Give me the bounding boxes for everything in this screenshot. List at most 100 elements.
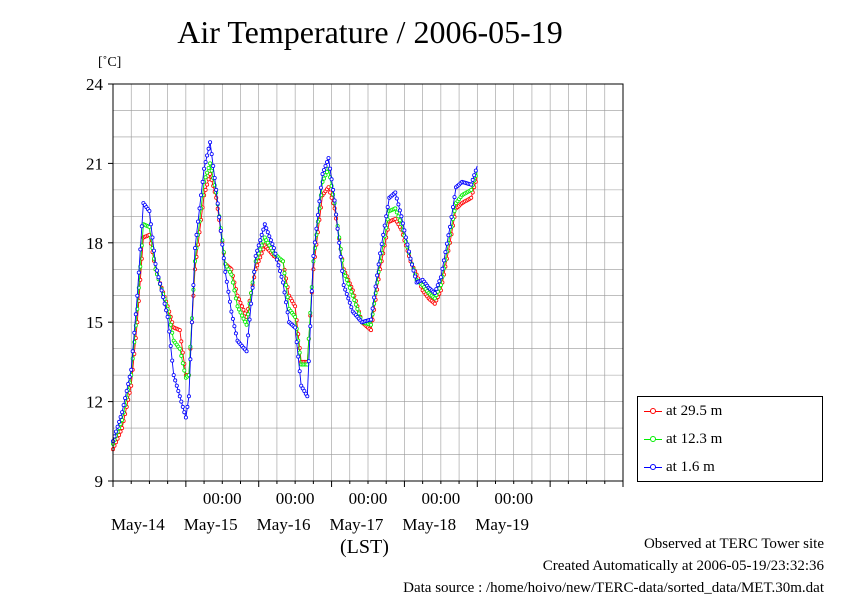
x-day-label: May-15 [184,515,238,534]
data-point [238,300,243,305]
data-point [206,177,211,182]
data-point [373,284,378,289]
data-point [202,166,207,171]
data-point [203,160,208,165]
y-tick-label: 15 [86,313,103,332]
data-point [217,215,222,220]
data-point [400,221,405,226]
data-point [127,374,132,379]
data-point [198,193,203,198]
data-point [293,304,298,309]
data-point [441,258,446,263]
data-point [161,295,166,300]
data-point [229,272,234,277]
data-point [168,343,173,348]
y-tick-label: 18 [86,234,103,253]
data-point [440,266,445,271]
data-point [148,222,153,227]
data-point [239,313,244,318]
data-point [329,195,334,200]
data-point [293,314,298,319]
data-point [256,243,261,248]
data-point [147,208,152,213]
data-point [314,226,319,231]
x-day-label: May-19 [475,515,529,534]
data-point [118,414,123,419]
data-point [129,367,134,372]
legend-label-12m: at 12.3 m [666,430,723,447]
data-point [230,280,235,285]
data-point [258,238,263,243]
data-point [255,263,260,268]
data-point [114,429,119,434]
data-point [124,388,129,393]
data-point [249,301,254,306]
data-point [200,179,205,184]
y-unit-label: [˚C] [98,55,122,70]
data-point [208,140,213,145]
data-point [223,269,228,274]
data-point [129,383,134,388]
data-point [312,240,317,245]
data-point [384,214,389,219]
data-point [194,232,199,237]
data-point [229,309,234,314]
data-point [179,353,184,358]
data-point [315,212,320,217]
data-point [435,283,440,288]
data-point [296,354,301,359]
legend-label-29m: at 29.5 m [666,402,723,419]
data-point [340,268,345,273]
series-layer [111,140,478,452]
x-day-label: May-14 [111,515,165,534]
data-point [218,228,223,233]
data-point [277,268,282,273]
x-tick-label: 00:00 [421,489,460,508]
data-point [350,293,355,298]
data-point [183,415,188,420]
legend-marker-1m [644,462,662,472]
data-point [221,256,226,261]
data-point [368,328,373,333]
data-point [347,285,352,290]
data-point [403,235,408,240]
data-point [232,324,237,329]
data-point [180,361,185,366]
data-point [195,219,200,224]
data-point [192,246,197,251]
data-point [170,358,175,363]
data-point [138,247,143,252]
data-point [318,185,323,190]
data-point [246,312,251,317]
data-point [259,232,264,237]
grid-lines [113,84,623,481]
data-point [209,168,214,173]
data-point [353,302,358,307]
x-tick-label: 00:00 [349,489,388,508]
x-day-label: May-16 [257,515,311,534]
data-point [305,394,310,399]
data-point [205,182,210,187]
data-point [306,359,311,364]
data-point [285,295,290,300]
data-point [191,283,196,288]
data-point [356,311,361,316]
data-point [233,296,238,301]
data-point [446,233,451,238]
data-point [324,160,329,165]
data-point [177,328,182,333]
legend-item-29m: at 29.5 m [644,401,722,421]
data-point [117,419,122,424]
series-3 [111,140,478,444]
data-point [280,280,285,285]
data-point [233,331,238,336]
data-point [293,325,298,330]
data-point [274,257,279,262]
data-point [188,357,193,362]
data-point [176,388,181,393]
data-point [120,410,125,415]
data-point [352,298,357,303]
data-point [123,396,128,401]
legend-item-12m: at 12.3 m [644,429,722,449]
